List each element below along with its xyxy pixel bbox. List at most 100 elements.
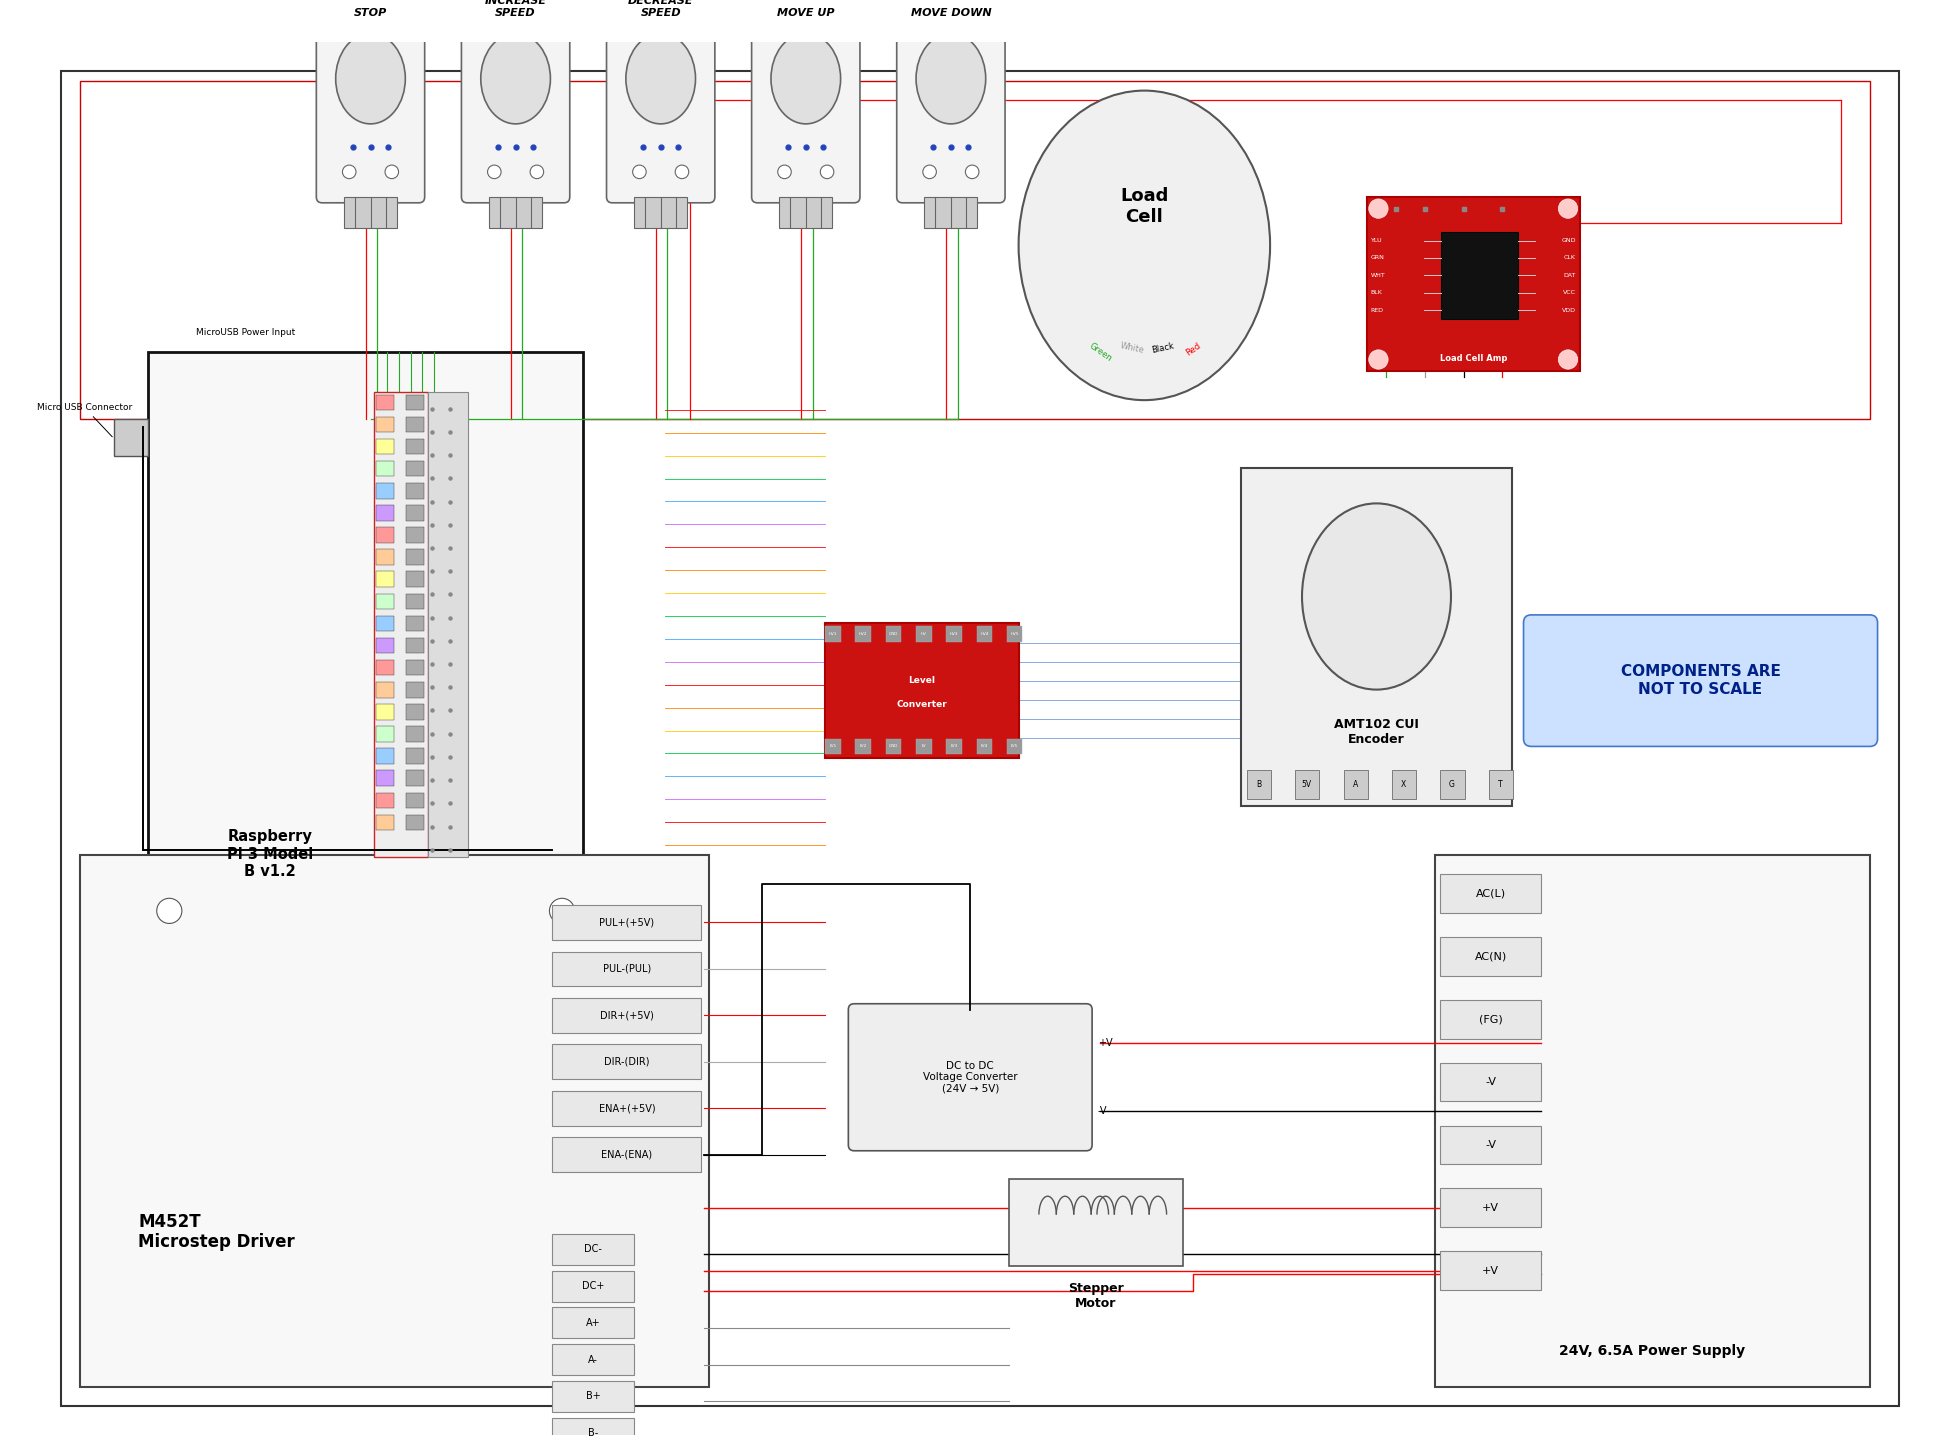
FancyBboxPatch shape [553,1418,633,1440]
FancyBboxPatch shape [1440,1188,1542,1227]
Bar [825,739,840,755]
Ellipse shape [772,33,840,124]
Text: Converter: Converter [897,700,948,710]
Text: AC(N): AC(N) [1475,952,1507,962]
Circle shape [633,166,647,179]
Text: X: X [1401,779,1407,789]
Bar [406,593,424,609]
Bar [406,439,424,454]
Text: Load
Cell: Load Cell [1120,187,1168,226]
FancyBboxPatch shape [553,952,701,986]
Text: Load Cell Amp: Load Cell Amp [1440,354,1507,363]
Circle shape [1559,350,1577,369]
Bar [856,626,871,642]
Bar [406,550,424,564]
Text: PUL+(+5V): PUL+(+5V) [600,917,655,927]
Ellipse shape [1018,91,1270,400]
Text: LV1: LV1 [828,744,836,749]
Text: PUL-(PUL): PUL-(PUL) [602,963,651,973]
Text: HV3: HV3 [950,632,957,636]
Text: HV: HV [920,632,926,636]
Text: (FG): (FG) [1479,1014,1503,1024]
Bar [377,395,393,410]
Text: CLK: CLK [1563,255,1575,261]
Text: Raspberry
Pi 3 Model
B v1.2: Raspberry Pi 3 Model B v1.2 [227,829,313,878]
Bar [428,393,469,857]
Circle shape [1368,350,1387,369]
Text: BLK: BLK [1370,291,1383,295]
Bar [406,616,424,631]
Bar [377,704,393,720]
Bar [977,739,993,755]
Bar [377,461,393,477]
Text: GND: GND [889,632,899,636]
Bar [825,626,840,642]
Text: LV2: LV2 [860,744,868,749]
Bar [406,482,424,498]
FancyBboxPatch shape [553,1308,633,1338]
Text: LV5: LV5 [1010,744,1018,749]
Bar [406,683,424,697]
Bar [377,416,393,432]
Text: HV1: HV1 [828,632,836,636]
Bar [885,739,901,755]
Bar [377,770,393,786]
FancyBboxPatch shape [317,17,424,203]
Text: GND: GND [1561,238,1575,243]
Text: INCREASE
SPEED: INCREASE SPEED [485,0,547,19]
FancyBboxPatch shape [461,17,571,203]
Text: MOVE UP: MOVE UP [778,9,834,19]
Bar [377,638,393,654]
FancyBboxPatch shape [848,1004,1092,1151]
Bar [406,726,424,742]
Circle shape [965,166,979,179]
Bar [780,197,832,228]
Text: AC(L): AC(L) [1475,888,1507,899]
Bar [406,660,424,675]
FancyBboxPatch shape [553,998,701,1032]
Bar [825,622,1018,757]
Text: GND: GND [889,744,899,749]
Bar [406,638,424,654]
Bar [916,626,932,642]
Text: Micro USB Connector: Micro USB Connector [37,403,133,436]
Text: White: White [1120,341,1145,356]
Bar [1391,769,1417,799]
Bar [1434,855,1870,1387]
Bar [885,626,901,642]
Bar [1440,769,1464,799]
Text: A+: A+ [586,1318,600,1328]
Bar [856,739,871,755]
FancyBboxPatch shape [553,906,701,940]
FancyBboxPatch shape [752,17,860,203]
Bar [406,505,424,521]
FancyBboxPatch shape [553,1044,701,1079]
FancyBboxPatch shape [1440,1251,1542,1290]
Text: WHT: WHT [1370,272,1385,278]
Bar [1296,769,1319,799]
Circle shape [1559,199,1577,219]
Bar [924,197,977,228]
Bar [377,616,393,631]
Bar [377,550,393,564]
Bar [1241,468,1512,806]
Text: AMT102 CUI
Encoder: AMT102 CUI Encoder [1335,719,1419,746]
Text: 24V, 6.5A Power Supply: 24V, 6.5A Power Supply [1559,1344,1745,1358]
Text: RED: RED [1370,308,1383,312]
Text: Stepper
Motor: Stepper Motor [1069,1282,1124,1310]
Text: Black: Black [1151,341,1174,354]
Text: MicroUSB Power Input: MicroUSB Power Input [197,328,295,337]
FancyBboxPatch shape [1440,937,1542,976]
Bar [946,739,961,755]
FancyBboxPatch shape [553,1344,633,1375]
Text: +V: +V [1483,1202,1499,1212]
Bar [406,749,424,763]
Text: -V: -V [1485,1140,1497,1151]
Bar [377,792,393,808]
FancyBboxPatch shape [553,1270,633,1302]
Bar [1006,739,1022,755]
Bar [377,683,393,697]
Text: -V: -V [1485,1077,1497,1087]
FancyBboxPatch shape [553,1234,633,1264]
Bar [406,792,424,808]
